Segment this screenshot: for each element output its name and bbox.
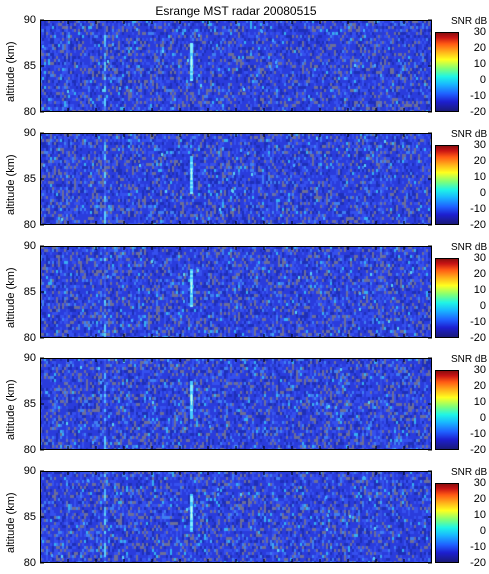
colorbar-tick-label: -10 <box>470 203 486 215</box>
colorbar-tick-label: 10 <box>473 396 486 408</box>
colorbar-title: SNR dB <box>451 354 488 365</box>
radar-panel-4: altitude (km) 90 85 80 SNR dB 30 20 10 0 -10 -20 <box>0 353 489 456</box>
colorbar-tick-label: 20 <box>473 42 486 54</box>
colorbar-tick-label: 20 <box>473 380 486 392</box>
y-tick-label: 85 <box>23 398 36 410</box>
y-tick-label: 90 <box>23 14 36 26</box>
colorbar <box>435 370 459 450</box>
colorbar-tick-label: 30 <box>473 252 486 264</box>
y-tick-label: 85 <box>23 60 36 72</box>
plot-frame <box>40 19 432 113</box>
radar-panel-1: altitude (km) 90 85 80 SNR dB 30 20 10 0 -10 -20 <box>0 15 489 118</box>
colorbar-tick-label: -20 <box>470 106 486 118</box>
colorbar-tick-label: 0 <box>479 187 486 199</box>
colorbar-tick-label: -10 <box>470 428 486 440</box>
colorbar-tick-label: 20 <box>473 493 486 505</box>
snr-heatmap <box>40 133 432 225</box>
figure-title: Esrange MST radar 20080515 <box>155 4 317 18</box>
colorbar-tick-label: -10 <box>470 90 486 102</box>
plot-border <box>40 133 432 225</box>
colorbar-tick-label: 30 <box>473 477 486 489</box>
colorbar-tick-label: 20 <box>473 268 486 280</box>
y-tick-label: 80 <box>23 332 36 344</box>
y-tick-label: 80 <box>23 106 36 118</box>
y-tick-label: 85 <box>23 173 36 185</box>
y-tick-label: 80 <box>23 557 36 569</box>
plot-border <box>40 358 432 450</box>
snr-heatmap <box>40 471 432 563</box>
y-tick-label: 85 <box>23 511 36 523</box>
colorbar <box>435 483 459 563</box>
heatmap-plot <box>40 357 432 451</box>
colorbar <box>435 145 459 225</box>
heatmap-plot <box>40 132 432 226</box>
radar-panel-5: altitude (km) 90 85 80 SNR dB 30 20 10 0 -10 -20 <box>0 466 489 569</box>
colorbar-title: SNR dB <box>451 16 488 27</box>
y-tick-label: 90 <box>23 127 36 139</box>
heatmap-plot <box>40 470 432 564</box>
colorbar-tick-label: 30 <box>473 139 486 151</box>
colorbar-title: SNR dB <box>451 467 488 478</box>
heatmap-plot <box>40 19 432 113</box>
snr-heatmap <box>40 246 432 338</box>
plot-border <box>40 246 432 338</box>
colorbar-tick-label: -20 <box>470 332 486 344</box>
colorbar-tick-label: 30 <box>473 26 486 38</box>
colorbar-tick-label: -20 <box>470 219 486 231</box>
plot-frame <box>40 245 432 339</box>
radar-panel-2: altitude (km) 90 85 80 SNR dB 30 20 10 0 -10 -20 <box>0 128 489 231</box>
colorbar-tick-label: 0 <box>479 412 486 424</box>
heatmap-plot <box>40 245 432 339</box>
plot-frame <box>40 470 432 564</box>
colorbar-tick-label: 10 <box>473 58 486 70</box>
colorbar-title: SNR dB <box>451 242 488 253</box>
y-tick-label: 85 <box>23 286 36 298</box>
plot-border <box>40 20 432 112</box>
colorbar-tick-label: 0 <box>479 525 486 537</box>
snr-heatmap <box>40 20 432 112</box>
colorbar-tick-label: -20 <box>470 444 486 456</box>
colorbar-tick-label: 0 <box>479 74 486 86</box>
y-tick-label: 90 <box>23 240 36 252</box>
colorbar-tick-label: -10 <box>470 541 486 553</box>
colorbar-tick-label: 10 <box>473 509 486 521</box>
colorbar-tick-label: -20 <box>470 557 486 569</box>
y-tick-label: 90 <box>23 465 36 477</box>
plot-border <box>40 471 432 563</box>
colorbar <box>435 258 459 338</box>
y-tick-label: 90 <box>23 352 36 364</box>
colorbar-tick-label: 20 <box>473 155 486 167</box>
y-tick-label: 80 <box>23 219 36 231</box>
colorbar <box>435 32 459 112</box>
snr-heatmap <box>40 358 432 450</box>
colorbar-tick-label: 0 <box>479 300 486 312</box>
colorbar-tick-label: -10 <box>470 316 486 328</box>
colorbar-title: SNR dB <box>451 129 488 140</box>
colorbar-tick-label: 10 <box>473 284 486 296</box>
colorbar-tick-label: 30 <box>473 364 486 376</box>
y-tick-label: 80 <box>23 444 36 456</box>
colorbar-tick-label: 10 <box>473 171 486 183</box>
plot-frame <box>40 132 432 226</box>
radar-panel-3: altitude (km) 90 85 80 SNR dB 30 20 10 0 -10 -20 <box>0 241 489 344</box>
plot-frame <box>40 357 432 451</box>
